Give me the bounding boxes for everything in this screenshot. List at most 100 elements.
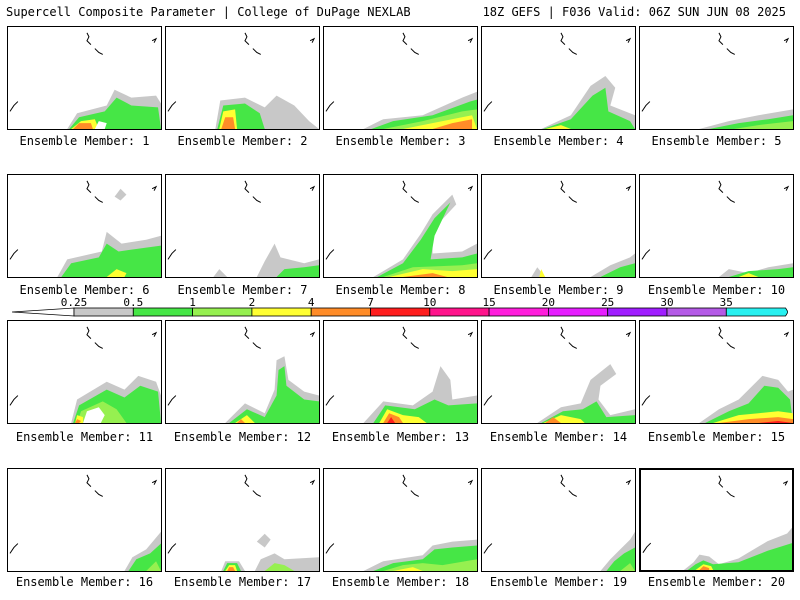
coastline xyxy=(167,101,177,112)
coastline xyxy=(642,542,652,553)
ensemble-member-label: Ensemble Member: 15 xyxy=(647,430,786,444)
coastline xyxy=(402,326,408,340)
coastline xyxy=(560,474,566,488)
scp-field-map xyxy=(642,475,792,570)
ensemble-panel-2[interactable] xyxy=(165,26,320,130)
coastline xyxy=(641,101,651,112)
ensemble-member-label: Ensemble Member: 10 xyxy=(647,283,786,297)
coastline xyxy=(483,249,493,260)
coastline xyxy=(252,342,261,349)
scp-contour-fill xyxy=(738,273,759,277)
ensemble-panel-14[interactable] xyxy=(481,320,636,424)
scp-field-map xyxy=(483,326,635,423)
ensemble-panel-6[interactable] xyxy=(7,174,162,278)
ensemble-panel-12[interactable] xyxy=(165,320,320,424)
coastline xyxy=(410,342,419,349)
scp-contour-fill xyxy=(758,421,793,423)
coastline xyxy=(483,543,493,554)
coastline xyxy=(410,196,419,203)
coastline xyxy=(483,101,493,112)
ensemble-panel-1[interactable] xyxy=(7,26,162,130)
coastline xyxy=(467,185,474,191)
coastline xyxy=(560,32,566,46)
ensemble-member-label: Ensemble Member: 6 xyxy=(19,283,150,297)
ensemble-member-label: Ensemble Member: 13 xyxy=(331,430,470,444)
ensemble-panel-15[interactable] xyxy=(639,320,794,424)
coastline xyxy=(783,37,790,43)
colorbar-tick-label: 4 xyxy=(307,296,315,309)
coastline xyxy=(244,474,250,488)
colorbar-tick-label: 0.25 xyxy=(60,296,88,309)
ensemble-member-label: Ensemble Member: 11 xyxy=(15,430,154,444)
ensemble-member-label: Ensemble Member: 7 xyxy=(177,283,308,297)
ensemble-member-label: Ensemble Member: 17 xyxy=(173,575,312,589)
ensemble-panel-17[interactable] xyxy=(165,468,320,572)
scp-contour-fill xyxy=(432,119,473,129)
coastline xyxy=(718,180,724,194)
ensemble-panel-7[interactable] xyxy=(165,174,320,278)
ensemble-panel-4[interactable] xyxy=(481,26,636,130)
scp-contour-fill xyxy=(545,125,571,129)
coastline xyxy=(625,37,632,43)
scp-contour-fill xyxy=(221,117,236,129)
scp-contour-fill xyxy=(75,419,82,423)
scp-contour-fill xyxy=(227,567,236,571)
scp-contour-fill xyxy=(114,188,127,201)
coastline xyxy=(625,479,632,485)
ensemble-panel-10[interactable] xyxy=(639,174,794,278)
coastline xyxy=(151,331,158,337)
coastline xyxy=(86,474,92,488)
coastline xyxy=(325,543,335,554)
coastline xyxy=(467,37,474,43)
scp-contour-fill xyxy=(600,263,635,277)
coastline xyxy=(718,326,724,340)
ensemble-member-label: Ensemble Member: 3 xyxy=(335,134,466,148)
scp-contour-fill xyxy=(537,364,635,423)
colorbar-segment xyxy=(192,307,253,317)
ensemble-panel-8[interactable] xyxy=(323,174,478,278)
coastline xyxy=(244,326,250,340)
ensemble-member-label: Ensemble Member: 12 xyxy=(173,430,312,444)
scp-contour-fill xyxy=(543,87,635,129)
colorbar-segment xyxy=(73,307,134,317)
ensemble-panel-13[interactable] xyxy=(323,320,478,424)
colorbar-segment xyxy=(429,307,490,317)
scp-contour-fill xyxy=(539,269,546,277)
scp-field-map xyxy=(167,180,319,277)
ensemble-panel-11[interactable] xyxy=(7,320,162,424)
coastline xyxy=(718,32,724,46)
scp-contour-fill xyxy=(106,269,127,277)
coastline xyxy=(568,342,577,349)
ensemble-panel-19[interactable] xyxy=(481,468,636,572)
scp-contour-fill xyxy=(237,419,245,423)
colorbar-segment xyxy=(548,307,609,317)
coastline xyxy=(726,196,735,203)
ensemble-panel-9[interactable] xyxy=(481,174,636,278)
scp-contour-fill xyxy=(377,202,477,277)
coastline xyxy=(309,331,316,337)
scp-field-map xyxy=(325,474,477,571)
coastline xyxy=(325,101,335,112)
ensemble-panel-3[interactable] xyxy=(323,26,478,130)
coastline xyxy=(9,249,19,260)
scp-contour-fill xyxy=(61,243,161,277)
scp-contour-fill xyxy=(620,563,635,571)
scp-contour-fill xyxy=(73,123,93,129)
coastline xyxy=(625,185,632,191)
colorbar-tick-label: 25 xyxy=(601,296,615,309)
scp-field-map xyxy=(9,180,161,277)
ensemble-panel-20[interactable] xyxy=(639,468,794,572)
coastline xyxy=(167,249,177,260)
ensemble-panel-18[interactable] xyxy=(323,468,478,572)
colorbar-tick-label: 30 xyxy=(660,296,674,309)
ensemble-panel-5[interactable] xyxy=(639,26,794,130)
scp-contour-fill xyxy=(402,273,448,277)
coastline xyxy=(244,180,250,194)
ensemble-member-label: Ensemble Member: 16 xyxy=(15,575,154,589)
coastline xyxy=(94,342,103,349)
scp-field-map xyxy=(483,32,635,129)
colorbar-segment xyxy=(370,307,431,317)
ensemble-panel-16[interactable] xyxy=(7,468,162,572)
coastline xyxy=(151,185,158,191)
scp-contour-fill xyxy=(264,563,295,571)
